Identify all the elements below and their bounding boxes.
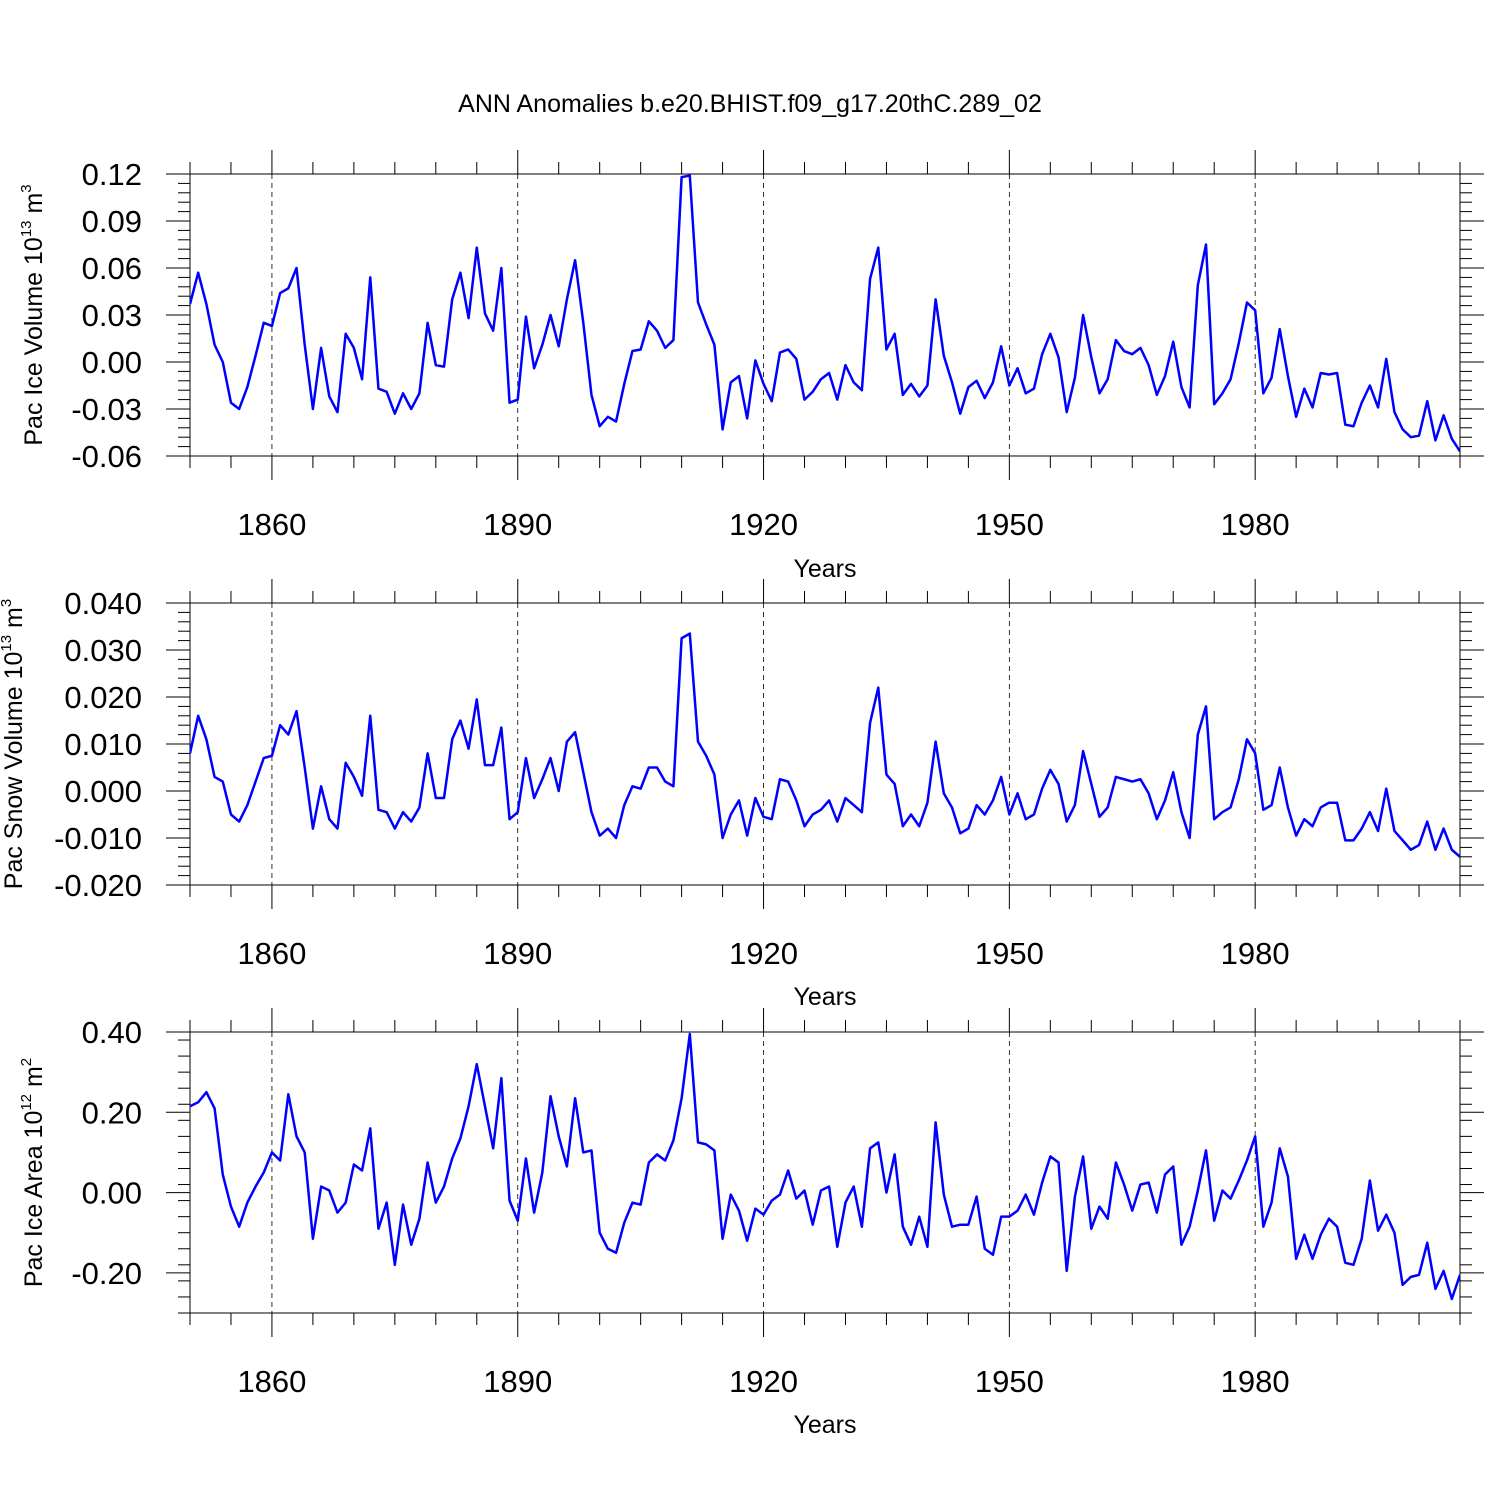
pac-ice-volume-plot-frame	[189, 173, 1461, 457]
pac-ice-area-plot-frame	[189, 1031, 1461, 1314]
pac-ice-area-y-axis-label: Pac Ice Area 1012 m2	[18, 1058, 48, 1287]
pac-snow-volume-y-tick-label: -0.020	[54, 868, 142, 903]
pac-ice-area-y-tick-label: -0.20	[71, 1256, 142, 1291]
pac-snow-volume-x-tick-label: 1980	[1221, 936, 1290, 971]
pac-snow-volume-plot-frame	[189, 602, 1461, 886]
pac-ice-area-y-tick-label: 0.40	[82, 1015, 142, 1050]
pac-snow-volume-x-tick-label: 1920	[729, 936, 798, 971]
pac-snow-volume-x-tick-label: 1860	[237, 936, 306, 971]
pac-snow-volume-x-tick-label: 1890	[483, 936, 552, 971]
pac-ice-volume-y-tick-label: -0.03	[71, 392, 142, 427]
pac-ice-area-y-tick-label: 0.00	[82, 1176, 142, 1211]
pac-ice-volume-y-tick-label: 0.06	[82, 251, 142, 286]
pac-ice-volume-y-tick-label: 0.00	[82, 345, 142, 380]
pac-ice-volume-x-axis-label: Years	[793, 555, 856, 583]
pac-snow-volume-y-tick-label: 0.040	[64, 586, 142, 621]
pac-snow-volume-series-line	[190, 632, 1460, 858]
pac-snow-volume-y-tick-label: 0.000	[64, 774, 142, 809]
pac-ice-area-x-axis-label: Years	[793, 1411, 856, 1439]
pac-ice-volume-y-tick-label: -0.06	[71, 439, 142, 474]
pac-ice-volume-x-tick-label: 1860	[237, 507, 306, 542]
pac-snow-volume-y-tick-label: -0.010	[54, 821, 142, 856]
pac-snow-volume-x-tick-label: 1950	[975, 936, 1044, 971]
pac-ice-volume-series-line	[190, 174, 1460, 452]
pac-ice-area-x-tick-label: 1980	[1221, 1364, 1290, 1399]
pac-ice-volume-y-tick-label: 0.12	[82, 157, 142, 192]
pac-snow-volume-y-axis-label: Pac Snow Volume 1013 m3	[0, 599, 28, 889]
pac-ice-volume-x-tick-label: 1890	[483, 507, 552, 542]
pac-ice-area-series-line	[190, 1032, 1460, 1301]
pac-ice-volume-x-tick-label: 1950	[975, 507, 1044, 542]
figure-title: ANN Anomalies b.e20.BHIST.f09_g17.20thC.…	[458, 90, 1042, 118]
pac-ice-volume-y-tick-label: 0.03	[82, 298, 142, 333]
pac-ice-area-x-tick-label: 1920	[729, 1364, 798, 1399]
pac-snow-volume-y-tick-label: 0.010	[64, 727, 142, 762]
pac-ice-area-x-tick-label: 1950	[975, 1364, 1044, 1399]
pac-ice-area-panel: 1860 1890 1920 1950 1980 -0.20 0.00 0.20 0.40 Yea…	[18, 1008, 1484, 1439]
pac-snow-volume-panel: 1860 1890 1920 1950 1980 -0.020 -0.010 0.000 0.0…	[0, 579, 1484, 1011]
pac-ice-volume-x-tick-label: 1920	[729, 507, 798, 542]
panels: 1860 1890 1920 1950 1980 -0.06 -0.03 0.00 0.03 0.…	[0, 150, 1484, 1439]
pac-ice-area-x-tick-label: 1890	[483, 1364, 552, 1399]
pac-ice-area-y-tick-label: 0.20	[82, 1095, 142, 1130]
pac-snow-volume-x-axis-label: Years	[793, 983, 856, 1011]
pac-ice-volume-y-tick-label: 0.09	[82, 204, 142, 239]
pac-snow-volume-y-tick-label: 0.030	[64, 633, 142, 668]
pac-ice-volume-x-tick-label: 1980	[1221, 507, 1290, 542]
pac-ice-area-x-tick-label: 1860	[237, 1364, 306, 1399]
pac-ice-volume-panel: 1860 1890 1920 1950 1980 -0.06 -0.03 0.00 0.03 0.…	[18, 150, 1484, 583]
pac-snow-volume-y-tick-label: 0.020	[64, 680, 142, 715]
pac-ice-volume-y-axis-label: Pac Ice Volume 1013 m3	[18, 184, 48, 445]
